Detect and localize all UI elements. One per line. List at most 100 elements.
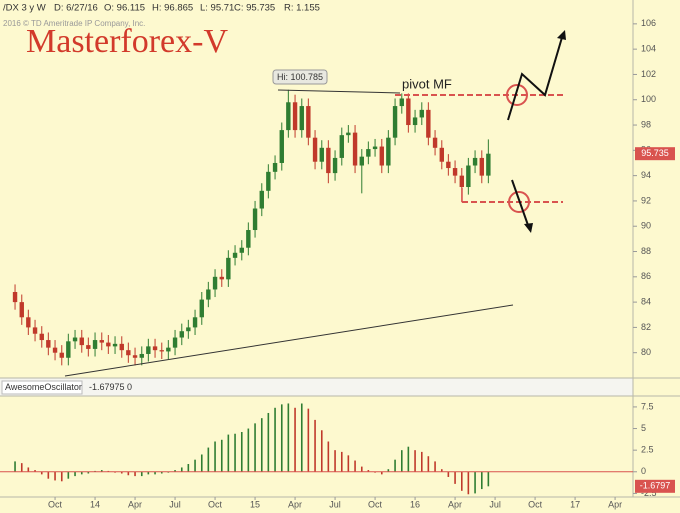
- pivot-circle: [508, 191, 530, 213]
- candle-body: [39, 333, 44, 341]
- x-tick-label: Apr: [128, 499, 142, 509]
- candle-body: [186, 327, 191, 332]
- candle-body: [132, 355, 138, 358]
- candle-body: [326, 147, 331, 174]
- x-tick-label: 17: [570, 499, 580, 509]
- y-tick-label: 84: [641, 296, 651, 306]
- quote-field: L: 95.71: [200, 3, 234, 14]
- candle-body: [419, 109, 424, 118]
- x-tick-label: Apr: [608, 499, 622, 509]
- candle-body: [359, 156, 364, 166]
- candle-body: [372, 146, 378, 150]
- candle-body: [299, 106, 304, 131]
- indicator-value: -1.67975: [89, 382, 125, 392]
- candle-body: [32, 327, 38, 334]
- y-tick-label: 100: [641, 94, 656, 104]
- candle-body: [206, 289, 211, 300]
- candle-body: [106, 342, 111, 347]
- candle-body: [319, 147, 324, 162]
- x-tick-label: Jul: [169, 499, 181, 509]
- candle-body: [219, 276, 224, 280]
- y-tick-label: 98: [641, 119, 651, 129]
- candle-body: [12, 291, 18, 303]
- y-tick-label: 106: [641, 18, 656, 28]
- candle-body: [286, 102, 291, 131]
- quote-field: C: 95.735: [234, 3, 275, 14]
- watermark: Masterforex-V: [26, 23, 228, 60]
- x-tick-label: 16: [410, 499, 420, 509]
- candle-body: [26, 317, 31, 328]
- x-tick-label: 15: [250, 499, 260, 509]
- y-tick-label: 104: [641, 44, 656, 54]
- candle-body: [72, 337, 78, 342]
- x-tick-label: Apr: [448, 499, 462, 509]
- candle-body: [52, 347, 58, 353]
- candle-body: [479, 157, 484, 176]
- candle-body: [86, 345, 91, 349]
- last-price-tag: [635, 147, 675, 161]
- copyright: 2016 © TD Ameritrade IP Company, Inc.: [3, 19, 145, 28]
- candle-body: [19, 302, 24, 318]
- candle-body: [212, 276, 218, 290]
- quote-header: /DX 3 y W D: 6/27/16 O: 96.115 H: 96.865 L: …: [3, 3, 320, 14]
- pivot-line: [277, 89, 401, 94]
- candle-body: [166, 347, 171, 352]
- x-tick-label: Oct: [528, 499, 543, 509]
- candle-body: [332, 157, 338, 174]
- candle-body: [226, 257, 231, 280]
- indicator-name-box: [1, 380, 83, 395]
- candle-body: [366, 149, 371, 157]
- candle-body: [112, 343, 118, 347]
- candle-body: [379, 146, 384, 166]
- candle-body: [172, 337, 178, 348]
- candle-body: [306, 106, 311, 138]
- y-tick-label: 5: [641, 423, 646, 433]
- y-tick-label: 102: [641, 69, 656, 79]
- x-tick-label: Oct: [208, 499, 223, 509]
- y-tick-label: 80: [641, 347, 651, 357]
- y-tick-label: 92: [641, 195, 651, 205]
- candle-body: [472, 157, 478, 166]
- up-scenario-arrow: [507, 33, 564, 121]
- last-value-label: -1.6797: [640, 481, 671, 491]
- candle-body: [126, 350, 131, 356]
- y-tick-label: 86: [641, 271, 651, 281]
- x-tick-label: Jul: [329, 499, 341, 509]
- quote-field: H: 96.865: [152, 3, 193, 14]
- candle-body: [79, 337, 84, 346]
- y-tick-label: 0: [641, 466, 646, 476]
- oscillator-header-bar: [0, 378, 633, 396]
- candle-body: [179, 331, 184, 338]
- quote-field: O: 96.115: [104, 3, 145, 14]
- candle-body: [346, 132, 351, 136]
- candle-body: [152, 346, 158, 351]
- candle-body: [99, 340, 104, 343]
- pivot-circle: [506, 84, 528, 106]
- candle-body: [159, 350, 164, 352]
- quote-field: /DX 3 y W: [3, 3, 46, 14]
- candle-body: [119, 343, 124, 351]
- y-tick-label: 82: [641, 322, 651, 332]
- x-tick-label: Apr: [288, 499, 302, 509]
- trend-line: [64, 304, 514, 377]
- x-tick-label: Oct: [368, 499, 383, 509]
- pivot-label: pivot MF: [402, 76, 452, 91]
- candle-body: [446, 161, 451, 169]
- quote-field: D: 6/27/16: [54, 3, 98, 14]
- x-tick-label: 14: [90, 499, 100, 509]
- candle-body: [272, 162, 278, 172]
- candle-body: [266, 171, 271, 191]
- candle-body: [46, 340, 51, 348]
- x-tick-label: Oct: [48, 499, 63, 509]
- candle-body: [239, 247, 244, 253]
- candle-body: [92, 340, 98, 349]
- plot: [12, 89, 491, 495]
- last-price-label: 95.735: [641, 148, 669, 158]
- candle-body: [392, 106, 398, 138]
- indicator-name: AwesomeOscillator: [5, 382, 82, 392]
- candle-body: [259, 190, 264, 209]
- candle-body: [399, 98, 404, 107]
- x-tick-label: Jul: [489, 499, 501, 509]
